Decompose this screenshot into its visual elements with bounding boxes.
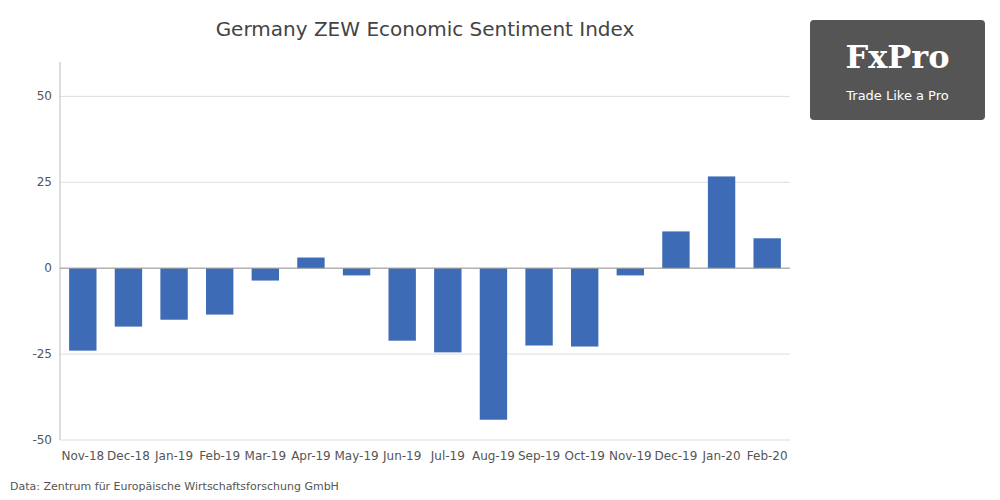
x-tick-label: Dec-19 [655,449,698,463]
y-tick-label: 25 [37,175,52,189]
bar [252,268,279,280]
x-tick-label: Feb-19 [199,449,240,463]
footer: Data: Zentrum für Europäische Wirtschaft… [10,480,339,493]
bar [389,268,416,341]
chart: -50 -25 0 25 50 Nov-18Dec-18 Jan-19 Feb-19 Mar-1… [0,0,1000,500]
x-tick-label: Nov-18 [61,449,104,463]
x-tick-label: Dec-18 [107,449,150,463]
chart-container: -50 -25 0 25 50 Nov-18Dec-18 Jan-19 Feb-19 Mar-1… [0,0,1000,500]
grid-line [60,96,790,97]
bar [160,268,187,320]
x-tick-label: Jun-19 [382,449,421,463]
bar [206,268,233,314]
logo-box [810,20,985,120]
title: Germany ZEW Economic Sentiment Index [216,17,635,41]
x-tick-label: Aug-19 [472,449,515,463]
bar [662,231,689,268]
bars [69,176,781,419]
x-tick-label: Nov-19 [609,449,652,463]
bar [571,268,598,346]
logo-subtext: Trade Like a Pro [845,88,949,103]
x-tick-label: Oct-19 [565,449,605,463]
x-tick-label: May-19 [334,449,378,463]
grid-line [60,182,790,183]
bar [525,268,552,345]
grid-line [60,440,790,441]
x-tick-label: Jan-19 [154,449,193,463]
x-tick-label: Feb-20 [747,449,788,463]
bar [297,258,324,269]
grid-line [60,354,790,355]
y-axis-line [60,62,61,440]
y-tick-label: -50 [32,433,52,447]
bar [617,268,644,275]
logo-text: FxPro [845,38,949,76]
bar [480,268,507,420]
y-tick-label: 50 [37,89,52,103]
x-tick-label: Sep-19 [518,449,560,463]
x-tick-label: Mar-19 [245,449,286,463]
bar [708,176,735,268]
zero-line [60,268,790,269]
y-tick-label: -25 [32,347,52,361]
logo: FxPro Trade Like a Pro [810,20,985,120]
grid [60,96,790,440]
x-tick-label: Jul-19 [430,449,465,463]
bar [434,268,461,352]
y-tick-label: 0 [44,261,52,275]
x-tick-label: Apr-19 [291,449,331,463]
bar [69,268,96,350]
grid-line [60,268,790,269]
bar [343,268,370,275]
x-tick-label: Jan-20 [702,449,741,463]
bar [115,268,142,326]
bar [754,238,781,268]
